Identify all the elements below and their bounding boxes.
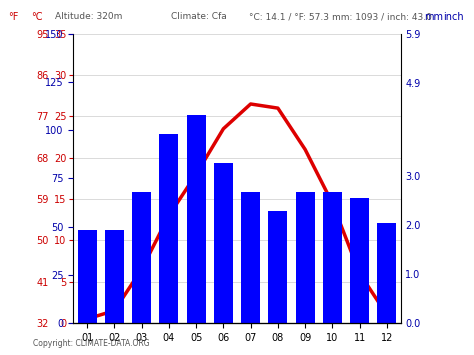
Bar [296, 192, 315, 323]
Text: mm: mm [424, 12, 443, 22]
Bar [241, 192, 260, 323]
Bar [350, 198, 369, 323]
Bar [214, 163, 233, 323]
Text: mm: 1093 / inch: 43.0: mm: 1093 / inch: 43.0 [332, 12, 432, 21]
Text: °C: °C [31, 12, 42, 22]
Bar [78, 230, 97, 323]
Bar [105, 230, 124, 323]
Bar [159, 134, 178, 323]
Bar [132, 192, 151, 323]
Bar [377, 223, 396, 323]
Text: Climate: Cfa: Climate: Cfa [171, 12, 227, 21]
Text: inch: inch [443, 12, 464, 22]
Text: °F: °F [9, 12, 19, 22]
Bar [323, 192, 342, 323]
Bar [187, 115, 206, 323]
Bar [268, 211, 287, 323]
Text: °C: 14.1 / °F: 57.3: °C: 14.1 / °F: 57.3 [249, 12, 329, 21]
Text: Altitude: 320m: Altitude: 320m [55, 12, 122, 21]
Text: Copyright: CLIMATE-DATA.ORG: Copyright: CLIMATE-DATA.ORG [33, 339, 150, 348]
